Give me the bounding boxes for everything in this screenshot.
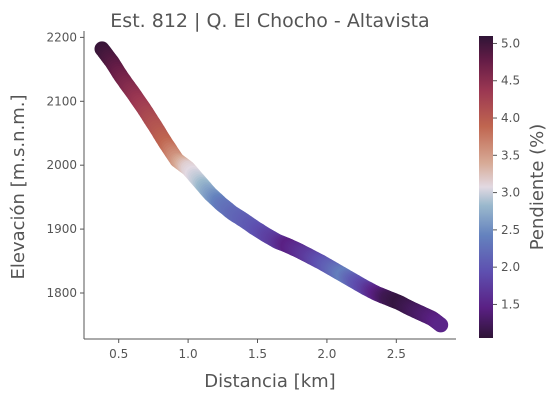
x-tick-label: 1.0: [179, 347, 198, 361]
y-tick-label: 2000: [46, 158, 77, 172]
x-tick-label: 1.5: [248, 347, 267, 361]
y-tick-label: 1900: [46, 222, 77, 236]
y-tick-label: 2200: [46, 30, 77, 44]
x-tick-label: 2.0: [317, 347, 336, 361]
colorbar: 1.5 2.0 2.5 3.0 3.5 4.0 4.5 5.0: [479, 36, 520, 338]
colorbar-tick-label: 1.5: [501, 297, 520, 311]
y-tick-label: 2100: [46, 94, 77, 108]
data-point: [433, 317, 449, 333]
plot-area: 0.5 1.0 1.5 2.0 2.5 1800 1900 2000 2100 2200: [46, 30, 456, 361]
x-tick-label: 0.5: [109, 347, 128, 361]
x-axis-ticks: 0.5 1.0 1.5 2.0 2.5: [109, 339, 406, 361]
colorbar-tick-label: 2.0: [501, 260, 520, 274]
colorbar-strip: [479, 36, 493, 338]
colorbar-tick-label: 3.0: [501, 186, 520, 200]
x-tick-label: 2.5: [387, 347, 406, 361]
x-axis-label: Distancia [km]: [204, 371, 335, 392]
scatter-points: [94, 41, 449, 333]
y-tick-label: 1800: [46, 286, 77, 300]
y-axis-ticks: 1800 1900 2000 2100 2200: [46, 30, 84, 300]
y-axis-label: Elevación [m.s.n.m.]: [8, 95, 29, 280]
colorbar-tick-label: 5.0: [501, 36, 520, 50]
colorbar-tick-label: 3.5: [501, 148, 520, 162]
colorbar-label: Pendiente (%): [527, 124, 548, 251]
colorbar-tick-label: 4.5: [501, 74, 520, 88]
colorbar-tick-label: 2.5: [501, 223, 520, 237]
chart-title: Est. 812 | Q. El Chocho - Altavista: [110, 10, 429, 32]
colorbar-ticks: 1.5 2.0 2.5 3.0 3.5 4.0 4.5 5.0: [493, 36, 520, 311]
colorbar-tick-label: 4.0: [501, 111, 520, 125]
